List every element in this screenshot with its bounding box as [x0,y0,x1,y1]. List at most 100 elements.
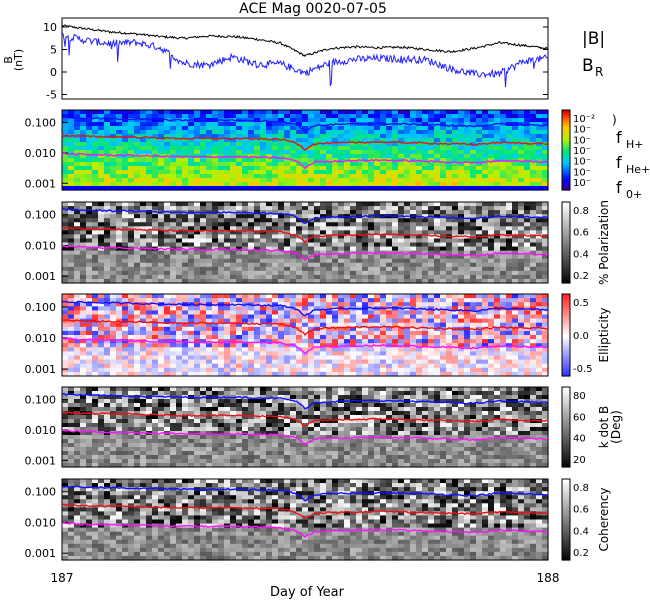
heatmap-cell [308,150,315,155]
heatmap-cell [380,210,387,215]
heatmap-cell [272,250,279,256]
heatmap-cell [248,162,255,167]
heatmap-cell [278,150,285,155]
heatmap-cell [338,110,345,115]
heatmap-cell [86,234,93,240]
heatmap-cell [248,174,255,179]
heatmap-cell [80,210,87,215]
heatmap-cell [242,262,249,268]
heatmap-cell [140,335,147,340]
heatmap-cell [386,154,393,159]
heatmap-cell [362,154,369,159]
heatmap-cell [410,150,417,155]
heatmap-cell [458,134,465,139]
heatmap-cell [242,339,249,344]
heatmap-cell [284,126,291,131]
heatmap-cell [374,110,381,115]
heatmap-cell [518,134,525,139]
heatmap-cell [428,226,435,231]
heatmap-cell [344,318,351,324]
heatmap-cell [194,355,201,361]
heatmap-cell [122,242,129,248]
heatmap-cell [98,138,105,143]
heatmap-cell [80,335,87,340]
heatmap-cell [422,170,429,175]
heatmap-cell [278,351,285,357]
heatmap-cell [200,330,207,336]
heatmap-cell [224,322,231,328]
heatmap-cell [392,359,399,365]
heatmap-cell [176,162,183,167]
heatmap-cell [206,246,213,252]
heatmap-cell [446,218,453,223]
panel-power [61,109,571,191]
heatmap-cell [320,230,327,235]
heatmap-cell [158,114,165,119]
heatmap-cell [206,335,213,340]
heatmap-cell [254,355,261,361]
heatmap-cell [374,114,381,119]
heatmap-cell [278,134,285,139]
heatmap-cell [164,335,171,340]
heatmap-cell [452,335,459,340]
heatmap-cell [416,134,423,139]
heatmap-cell [242,310,249,316]
heatmap-cell [356,170,363,175]
heatmap-cell [74,222,81,227]
heatmap-cell [356,138,363,143]
heatmap-cell [266,110,273,115]
heatmap-cell [272,174,279,179]
heatmap-cell [350,230,357,235]
heatmap-cell [92,210,99,215]
heatmap-cell [194,335,201,340]
heatmap-cell [116,242,123,248]
heatmap-cell [260,114,267,119]
heatmap-cell [224,314,231,320]
heatmap-cell [320,367,327,373]
heatmap-cell [344,258,351,264]
heatmap-cell [308,182,315,187]
heatmap-cell [476,367,483,373]
heatmap-cell [152,122,159,127]
heatmap-cell [326,351,333,357]
heatmap-cell [206,371,213,377]
heatmap-cell [200,274,207,280]
heatmap-cell [212,150,219,155]
heatmap-cell [308,146,315,151]
heatmap-cell [368,214,375,219]
heatmap-cell [128,162,135,167]
heatmap-cell [500,351,507,357]
heatmap-cell [128,294,135,299]
heatmap-cell [338,330,345,336]
heatmap-cell [410,270,417,276]
heatmap-cell [236,146,243,151]
heatmap-cell [182,134,189,139]
heatmap-cell [104,238,111,244]
heatmap-cell [452,351,459,357]
heatmap-cell [500,182,507,187]
heatmap-cell [398,262,405,268]
heatmap-cell [92,250,99,256]
heatmap-cell [146,162,153,167]
heatmap-cell [206,178,213,183]
heatmap-cell [230,322,237,328]
heatmap-cell [500,355,507,361]
heatmap-cell [440,182,447,187]
heatmap-cell [440,294,447,299]
heatmap-cell [398,242,405,248]
heatmap-cell [104,202,111,207]
colorbar-tick-label: 10⁻ [573,157,591,168]
heatmap-cell [464,202,471,207]
heatmap-cell [530,278,537,284]
heatmap-cell [374,262,381,268]
heatmap-cell [242,130,249,135]
heatmap-cell [398,218,405,223]
heatmap-cell [122,154,129,159]
heatmap-cell [428,150,435,155]
heatmap-cell [80,278,87,284]
heatmap-cell [356,302,363,307]
heatmap-cell [458,210,465,215]
heatmap-cell [296,335,303,340]
heatmap-cell [344,314,351,320]
heatmap-cell [470,262,477,268]
